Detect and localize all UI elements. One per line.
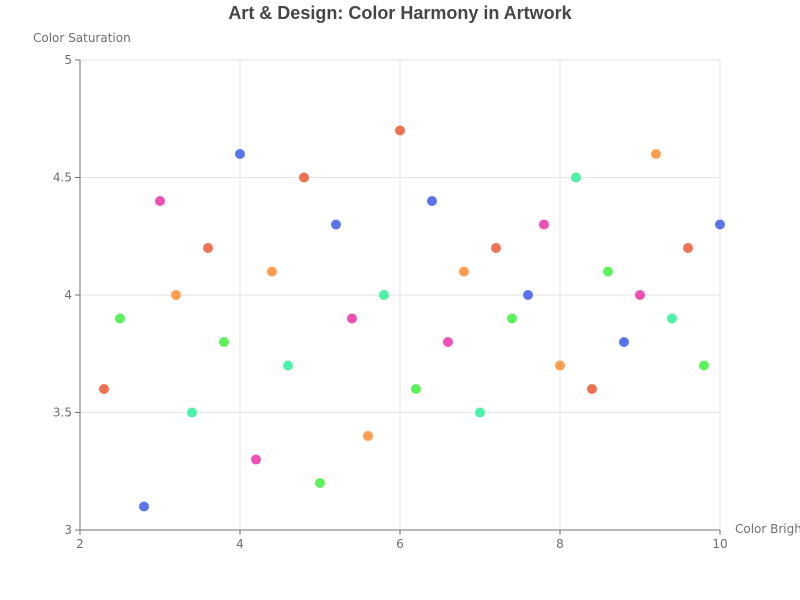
data-point[interactable]: [347, 313, 357, 324]
data-point[interactable]: [427, 196, 437, 206]
data-point[interactable]: [283, 360, 293, 371]
data-point[interactable]: [555, 360, 565, 371]
x-tick-label: 4: [236, 537, 244, 551]
data-point[interactable]: [155, 196, 165, 206]
data-point[interactable]: [699, 360, 709, 371]
tick-labels: 2 4 6 8 10 3 3.5 4 4.5 5: [53, 53, 728, 551]
data-points: [99, 125, 725, 512]
data-point[interactable]: [411, 384, 421, 394]
y-tick-label: 3.5: [53, 406, 72, 420]
data-point[interactable]: [267, 266, 277, 277]
data-point[interactable]: [651, 149, 661, 159]
data-point[interactable]: [99, 384, 109, 394]
data-point[interactable]: [443, 337, 453, 347]
y-tick-label: 3: [64, 523, 72, 537]
data-point[interactable]: [115, 313, 125, 324]
data-point[interactable]: [219, 337, 229, 347]
data-point[interactable]: [171, 290, 181, 300]
data-point[interactable]: [475, 407, 485, 418]
data-point[interactable]: [235, 149, 245, 159]
data-point[interactable]: [395, 125, 405, 136]
x-tick-label: 10: [712, 537, 727, 551]
data-point[interactable]: [619, 337, 629, 347]
data-point[interactable]: [715, 219, 725, 230]
chart-title: Art & Design: Color Harmony in Artwork: [228, 3, 572, 23]
y-axis-label: Color Saturation: [33, 31, 131, 45]
data-point[interactable]: [523, 290, 533, 300]
axes: [75, 59, 721, 535]
data-point[interactable]: [331, 219, 341, 230]
x-tick-label: 6: [396, 537, 404, 551]
data-point[interactable]: [539, 219, 549, 230]
data-point[interactable]: [587, 384, 597, 394]
data-point[interactable]: [187, 407, 197, 418]
data-point[interactable]: [603, 266, 613, 277]
data-point[interactable]: [299, 172, 309, 183]
data-point[interactable]: [139, 501, 149, 512]
data-point[interactable]: [203, 243, 213, 253]
data-point[interactable]: [683, 243, 693, 253]
y-tick-label: 4: [64, 288, 72, 302]
data-point[interactable]: [315, 478, 325, 488]
data-point[interactable]: [363, 431, 373, 441]
x-axis-label: Color Brigh: [735, 522, 800, 536]
data-point[interactable]: [667, 313, 677, 324]
data-point[interactable]: [379, 290, 389, 300]
data-point[interactable]: [635, 290, 645, 300]
data-point[interactable]: [459, 266, 469, 277]
data-point[interactable]: [507, 313, 517, 324]
y-tick-label: 5: [64, 53, 72, 67]
data-point[interactable]: [491, 243, 501, 253]
data-point[interactable]: [251, 454, 261, 465]
data-point[interactable]: [571, 172, 581, 183]
x-tick-label: 8: [556, 537, 564, 551]
x-tick-label: 2: [76, 537, 84, 551]
y-tick-label: 4.5: [53, 171, 72, 185]
